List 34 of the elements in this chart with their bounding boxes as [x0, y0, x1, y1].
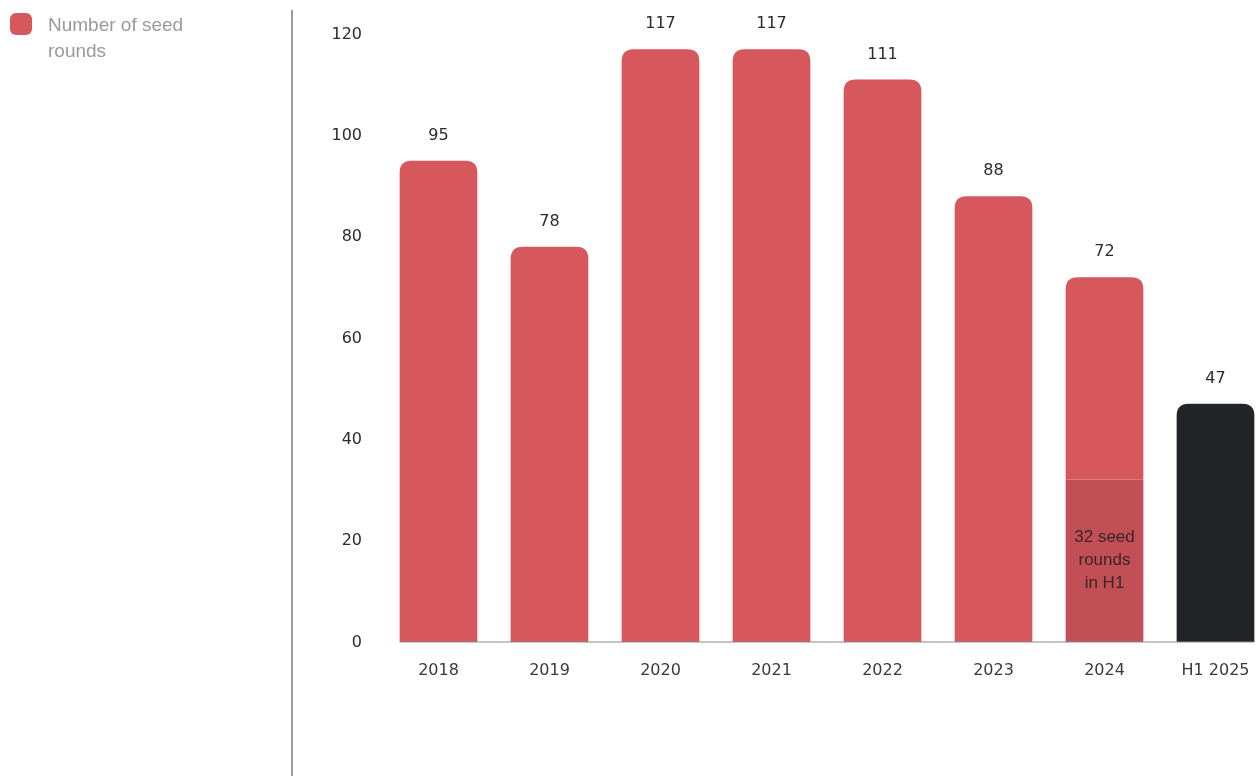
y-tick-label: 60 [341, 327, 362, 347]
bar [1065, 277, 1144, 480]
x-tick-label: 2023 [973, 659, 1014, 679]
y-tick-label: 80 [341, 226, 362, 246]
y-tick-label: 0 [351, 631, 362, 651]
y-tick-label: 120 [331, 23, 362, 43]
bar [1065, 479, 1144, 642]
total-label: 95 [428, 124, 449, 144]
legend-label: Number of seed rounds [48, 14, 184, 61]
total-label: 72 [1094, 241, 1115, 261]
x-tick-label: 2024 [1084, 659, 1125, 679]
bar [1176, 403, 1255, 642]
x-tick-label: 2022 [862, 659, 903, 679]
bar [510, 246, 589, 642]
y-tick-label: 100 [331, 124, 362, 144]
x-tick-label: H1 2025 [1181, 659, 1250, 679]
total-label: 117 [756, 13, 787, 33]
total-label: 111 [867, 43, 898, 63]
total-label: 88 [983, 160, 1004, 180]
x-tick-label: 2018 [418, 659, 459, 679]
total-label: 47 [1205, 367, 1226, 387]
x-tick-label: 2019 [529, 659, 570, 679]
bar [843, 79, 922, 642]
y-tick-label: 40 [341, 428, 362, 448]
bar [954, 196, 1033, 642]
bar [732, 49, 811, 642]
total-label: 78 [539, 210, 560, 230]
y-tick-label: 20 [341, 530, 362, 550]
annotation: 32 seed rounds in H1 [1074, 527, 1135, 593]
total-label: 117 [645, 13, 676, 33]
x-tick-label: 2020 [640, 659, 681, 679]
bar [621, 49, 700, 642]
x-tick-label: 2021 [751, 659, 792, 679]
bar [399, 160, 478, 642]
